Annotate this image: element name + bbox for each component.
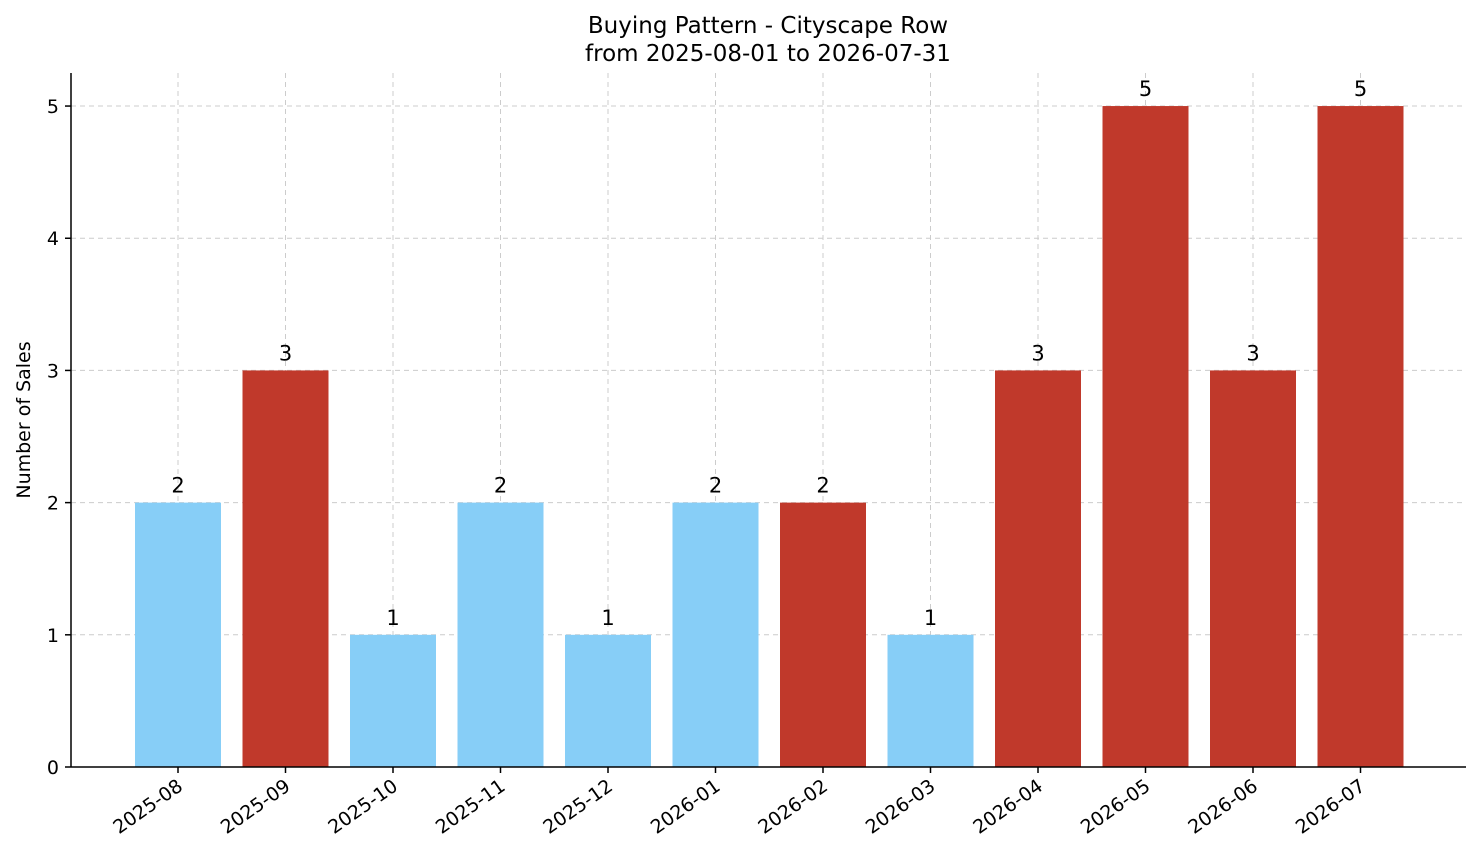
x-tick-label: 2026-04 <box>969 775 1047 839</box>
bar-2026-05 <box>1102 106 1189 768</box>
bar-2026-01 <box>672 502 759 767</box>
bar-2025-10 <box>350 634 436 767</box>
data-labels: 2 3 1 2 1 2 2 1 3 5 3 5 <box>171 77 1367 630</box>
bar-2025-11 <box>457 502 544 767</box>
data-label-2025-12: 1 <box>601 606 614 630</box>
data-label-2026-01: 2 <box>709 474 722 498</box>
x-tick-label: 2026-03 <box>862 775 940 839</box>
y-tick-label: 5 <box>47 96 59 118</box>
data-label-2026-07: 5 <box>1354 77 1367 101</box>
bar-2025-09 <box>242 370 329 767</box>
x-tick-label: 2026-02 <box>754 775 832 839</box>
y-tick-label: 3 <box>47 360 59 382</box>
x-tick-label: 2025-12 <box>539 775 617 839</box>
x-tick-label: 2026-06 <box>1184 775 1262 839</box>
axes <box>70 73 1466 768</box>
bars <box>135 106 1404 768</box>
y-tick-label: 4 <box>47 228 59 250</box>
chart-title-line2: from 2025-08-01 to 2026-07-31 <box>585 41 951 67</box>
bar-2025-12 <box>565 634 651 767</box>
data-label-2025-11: 2 <box>494 474 507 498</box>
x-tick-label: 2026-07 <box>1292 775 1370 839</box>
data-label-2026-04: 3 <box>1031 341 1044 365</box>
data-label-2026-05: 5 <box>1139 77 1152 101</box>
y-tick-label: 0 <box>47 757 59 779</box>
bar-2026-03 <box>887 634 974 767</box>
data-label-2025-08: 2 <box>171 474 184 498</box>
data-label-2026-02: 2 <box>816 474 829 498</box>
data-label-2025-09: 3 <box>279 341 292 365</box>
data-label-2026-03: 1 <box>924 606 937 630</box>
y-tick-label: 2 <box>47 493 59 515</box>
y-axis-label: Number of Sales <box>13 341 35 498</box>
bar-2026-04 <box>995 370 1081 767</box>
y-tick-label: 1 <box>47 625 59 647</box>
bar-2025-08 <box>135 502 221 767</box>
x-tick-label: 2025-09 <box>217 775 295 839</box>
bar-2026-06 <box>1210 370 1296 767</box>
x-tick-label: 2025-11 <box>432 775 510 839</box>
bar-2026-02 <box>780 502 866 767</box>
x-tick-label: 2025-08 <box>109 775 187 839</box>
x-tick-label: 2025-10 <box>324 775 402 839</box>
bar-2026-07 <box>1317 106 1404 768</box>
chart-title-line1: Buying Pattern - Cityscape Row <box>588 13 948 39</box>
data-label-2026-06: 3 <box>1246 341 1259 365</box>
data-label-2025-10: 1 <box>386 606 399 630</box>
x-tick-label: 2026-05 <box>1077 775 1155 839</box>
x-tick-label: 2026-01 <box>647 775 725 839</box>
